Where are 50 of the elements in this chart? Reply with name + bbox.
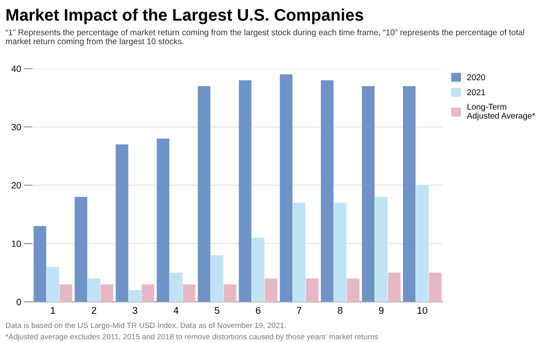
legend-label: Long-Term Adjusted Average* (466, 104, 536, 120)
bar (292, 202, 306, 302)
bar (198, 86, 210, 302)
bar (252, 238, 264, 302)
x-tick-label: 4 (174, 307, 178, 314)
x-tick-label: 3 (132, 306, 138, 314)
bar (34, 226, 46, 302)
x-tick-label: 6 (256, 306, 260, 314)
bar (320, 80, 334, 302)
bar (170, 272, 182, 302)
bar (362, 86, 375, 302)
bar (388, 272, 401, 302)
bar (334, 202, 347, 302)
y-tick-label: 40 (11, 66, 21, 72)
bar (60, 284, 72, 302)
bar (428, 272, 442, 302)
bar (182, 284, 196, 302)
bar (46, 266, 60, 302)
bar (224, 284, 236, 302)
x-tick-label: 10 (418, 306, 428, 314)
bar (142, 284, 154, 302)
bar (156, 138, 170, 302)
x-tick-label: 1 (50, 307, 56, 314)
x-tick-label: 5 (214, 307, 220, 314)
bar (402, 86, 416, 302)
bar (416, 185, 429, 302)
y-tick-label: 0 (16, 298, 21, 306)
y-tick-label: 10 (12, 240, 21, 247)
bar (280, 74, 292, 302)
legend-label: 2021 (467, 89, 486, 96)
bar (116, 144, 128, 302)
bar (374, 196, 388, 302)
y-tick-label: 30 (12, 124, 21, 130)
legend-label: 2020 (467, 74, 486, 80)
bar (210, 255, 224, 302)
bar (346, 278, 360, 302)
bar (238, 80, 252, 302)
bar (264, 278, 278, 302)
y-tick-label: 20 (12, 182, 21, 189)
x-tick-label: 7 (296, 307, 302, 314)
bar (100, 284, 114, 302)
bar (88, 278, 100, 302)
x-tick-label: 2 (92, 306, 96, 314)
x-tick-label: 9 (378, 306, 384, 314)
bar (74, 196, 88, 302)
bar (128, 290, 142, 302)
chart-title: Market Impact of the Largest U.S. Companies (6, 8, 364, 24)
chart-subtitle: “1” Represents the percentage of market return coming from the largest stock during each time frame, “10” represents the percentage of total market return coming from the largest 10 stocks. (6, 29, 524, 46)
x-tick-label: 8 (338, 306, 342, 314)
bar (306, 278, 318, 302)
